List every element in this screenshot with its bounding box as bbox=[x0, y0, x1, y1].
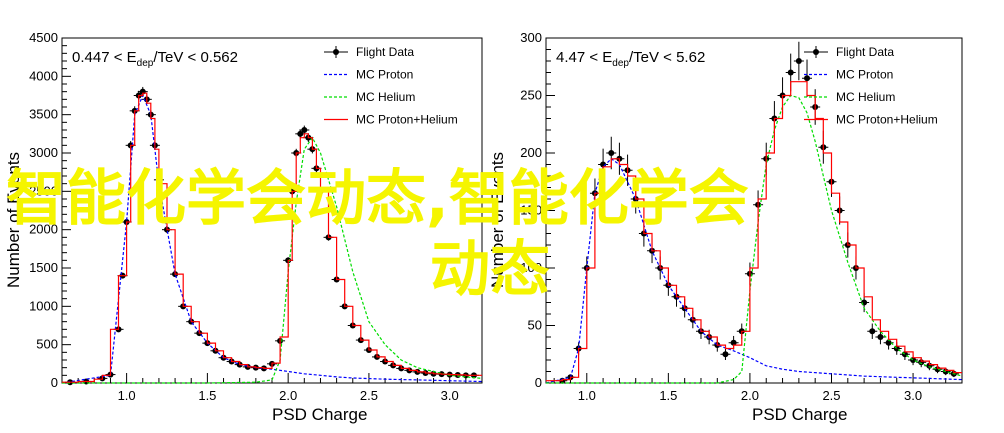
data-point bbox=[787, 69, 794, 76]
series-line-mc-proton-helium bbox=[546, 81, 962, 382]
data-point bbox=[301, 127, 308, 133]
right-chart-panel: 0 50 100 150 200 250 300 1.0 1.5 2.0 2.5 3.0 PSD Cha… bbox=[488, 30, 963, 424]
y-tick-label: 4000 bbox=[29, 68, 58, 83]
y-tick-label: 2000 bbox=[29, 222, 58, 237]
legend-entry: MC Helium bbox=[836, 90, 895, 104]
x-tick-label: 3.0 bbox=[441, 388, 459, 403]
watermark-line-2: 动态 bbox=[430, 235, 550, 305]
y-tick-label: 200 bbox=[520, 145, 542, 160]
x-tick-label: 1.0 bbox=[118, 388, 136, 403]
data-point bbox=[608, 150, 615, 156]
data-point bbox=[885, 339, 892, 346]
y-axis-title: Number of Events bbox=[4, 152, 23, 288]
y-tick-label: 4500 bbox=[29, 30, 58, 45]
x-tick-label: 1.5 bbox=[198, 388, 216, 403]
legend-entry: Flight Data bbox=[356, 45, 414, 59]
legend-entry: MC Helium bbox=[356, 90, 415, 104]
legend-entry: MC Proton+Helium bbox=[356, 113, 458, 127]
x-tick-label: 1.5 bbox=[659, 388, 677, 403]
legend-entry: Flight Data bbox=[836, 45, 894, 59]
x-tick-label: 2.0 bbox=[741, 388, 759, 403]
series-line-mc-helium bbox=[546, 94, 963, 384]
x-tick-label: 2.0 bbox=[279, 388, 297, 403]
energy-range-label: 4.47 < Edep/TeV < 5.62 bbox=[556, 49, 705, 69]
x-axis-title: PSD Charge bbox=[272, 405, 367, 424]
x-tick-label: 2.5 bbox=[822, 388, 840, 403]
data-point bbox=[730, 339, 737, 346]
data-point bbox=[804, 75, 811, 82]
y-tick-label: 150 bbox=[520, 203, 542, 218]
watermark-overlay: 智能化学会动态,智能化学会 动态 bbox=[6, 164, 749, 305]
y-tick-label: 1500 bbox=[29, 260, 58, 275]
watermark-line-1: 智能化学会动态,智能化学会 bbox=[6, 164, 749, 234]
series-line-mc-helium bbox=[62, 136, 483, 384]
y-axis-title: Number of Events bbox=[488, 152, 507, 288]
x-tick-label: 3.0 bbox=[904, 388, 922, 403]
data-point bbox=[877, 334, 884, 340]
x-axis-title: PSD Charge bbox=[752, 405, 847, 424]
x-tick-label: 1.0 bbox=[578, 388, 596, 403]
series-line-mc-proton-helium bbox=[62, 92, 482, 383]
legend-swatch-point bbox=[813, 49, 819, 55]
legend-entry: MC Proton+Helium bbox=[836, 113, 938, 127]
left-chart-panel: 0 500 1000 1500 2000 2500 3000 3500 4000 4500 1.0 1… bbox=[4, 30, 483, 424]
data-point bbox=[722, 351, 729, 358]
data-point bbox=[795, 58, 802, 64]
y-tick-label: 0 bbox=[535, 375, 542, 390]
data-point bbox=[297, 130, 304, 137]
y-tick-label: 250 bbox=[520, 88, 542, 103]
y-tick-label: 50 bbox=[528, 318, 542, 333]
y-tick-label: 2500 bbox=[29, 183, 58, 198]
legend-entry: MC Proton bbox=[356, 68, 413, 82]
x-tick-label: 2.5 bbox=[360, 388, 378, 403]
y-tick-label: 300 bbox=[520, 30, 542, 45]
series-line-mc-proton bbox=[61, 93, 483, 384]
y-tick-label: 500 bbox=[36, 337, 58, 352]
y-tick-label: 0 bbox=[51, 375, 58, 390]
legend-entry: MC Proton bbox=[836, 68, 893, 82]
y-tick-label: 3500 bbox=[29, 107, 58, 122]
data-point bbox=[869, 328, 876, 335]
legend-swatch-point bbox=[333, 49, 339, 55]
energy-range-label: 0.447 < Edep/TeV < 0.562 bbox=[72, 49, 238, 69]
y-tick-label: 100 bbox=[520, 260, 542, 275]
y-tick-label: 1000 bbox=[29, 298, 58, 313]
y-tick-label: 3000 bbox=[29, 145, 58, 160]
